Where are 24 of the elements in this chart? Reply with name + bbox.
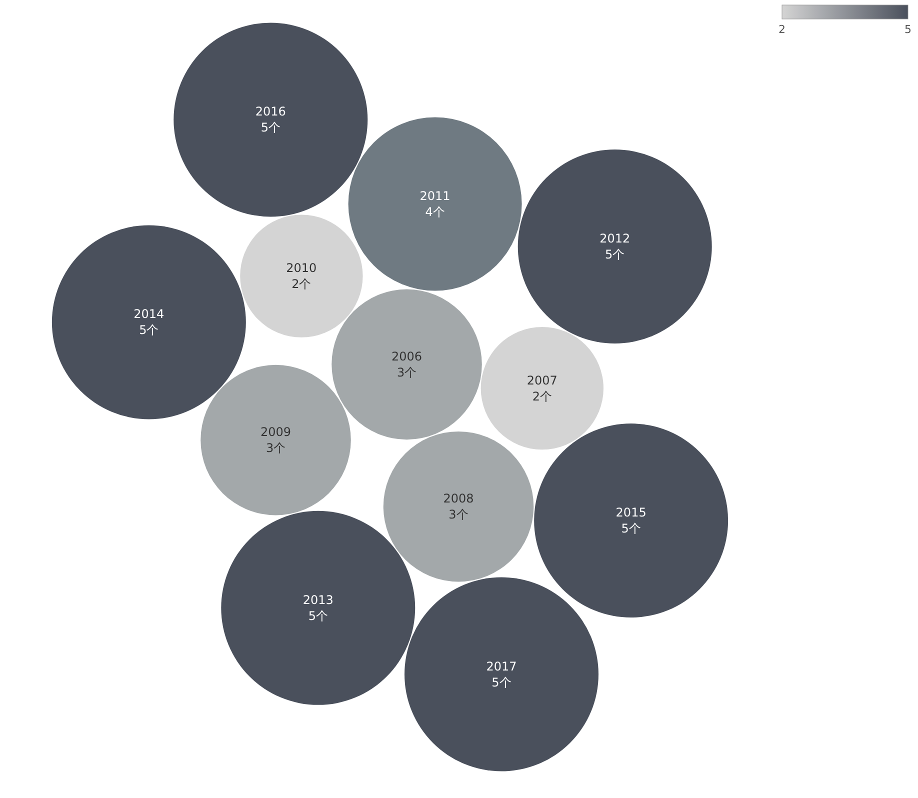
data-label: 4个 bbox=[425, 205, 445, 220]
category-label: 2006 bbox=[391, 349, 422, 364]
data-label: 5个 bbox=[260, 120, 280, 135]
data-label: 2个 bbox=[532, 389, 552, 404]
data-label: 5个 bbox=[139, 323, 159, 338]
category-label: 2012 bbox=[600, 232, 630, 246]
category-label: 2011 bbox=[420, 189, 450, 204]
category-label: 2010 bbox=[286, 261, 317, 276]
category-label: 2015 bbox=[616, 506, 646, 520]
category-label: 2007 bbox=[526, 373, 558, 388]
data-label: 5个 bbox=[621, 522, 641, 536]
category-label: 2014 bbox=[134, 307, 164, 322]
category-label: 2009 bbox=[260, 425, 292, 440]
data-label: 5个 bbox=[492, 675, 512, 690]
data-label: 5个 bbox=[605, 248, 625, 262]
data-label: 3个 bbox=[396, 365, 417, 380]
data-label: 5个 bbox=[308, 608, 328, 623]
data-label: 3个 bbox=[266, 441, 286, 456]
data-label: 3个 bbox=[448, 508, 468, 522]
category-label: 2013 bbox=[302, 592, 334, 607]
data-label: 2个 bbox=[292, 277, 312, 292]
category-label: 2017 bbox=[486, 659, 517, 674]
category-label: 2016 bbox=[255, 104, 286, 119]
category-label: 2008 bbox=[443, 492, 474, 506]
